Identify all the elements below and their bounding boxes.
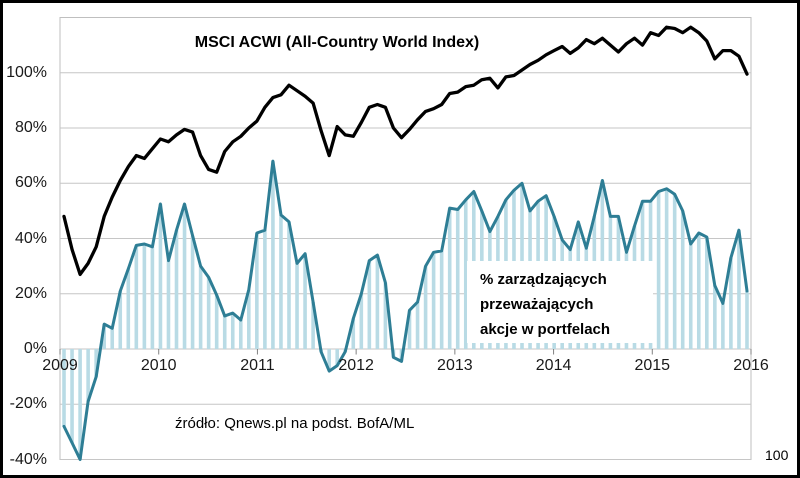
source-note: źródło: Qnews.pl na podst. BofA/ML [175, 415, 415, 432]
x-axis-label-2012: 2012 [338, 357, 374, 374]
chart-title: MSCI ACWI (All-Country World Index) [194, 34, 480, 51]
y-axis-label-60%: 60% [14, 174, 47, 192]
x-axis-label-2010: 2010 [140, 357, 177, 374]
managers-line [62, 159, 749, 461]
annotation-line-2: przeważających [480, 296, 594, 313]
y-axis-label-80%: 80% [14, 119, 47, 136]
corner-label: 100 [765, 447, 789, 463]
y-axis-label--40%: -40% [9, 450, 47, 468]
msci-line [62, 25, 749, 277]
managers-series-annotation: % zarządzających przeważających akcje w … [467, 261, 653, 343]
x-axis-label-2009: 2009 [42, 357, 78, 374]
annotation-line-1: % zarządzających [480, 271, 607, 288]
annotation-line-3: akcje w portfelach [480, 321, 611, 338]
x-axis-label-2014: 2014 [535, 357, 572, 374]
x-axis-label-2015: 2015 [634, 357, 671, 374]
y-axis-label-40%: 40% [14, 229, 47, 247]
x-axis-label-2016: 2016 [733, 357, 769, 374]
y-axis-label-0%: 0% [23, 340, 47, 357]
y-axis-label--20%: -20% [9, 395, 47, 413]
y-axis-label-20%: 20% [14, 284, 47, 302]
x-axis-label-2011: 2011 [240, 357, 275, 374]
x-axis-label-2013: 2013 [437, 357, 473, 374]
y-axis-label-100%: 100% [6, 63, 47, 81]
